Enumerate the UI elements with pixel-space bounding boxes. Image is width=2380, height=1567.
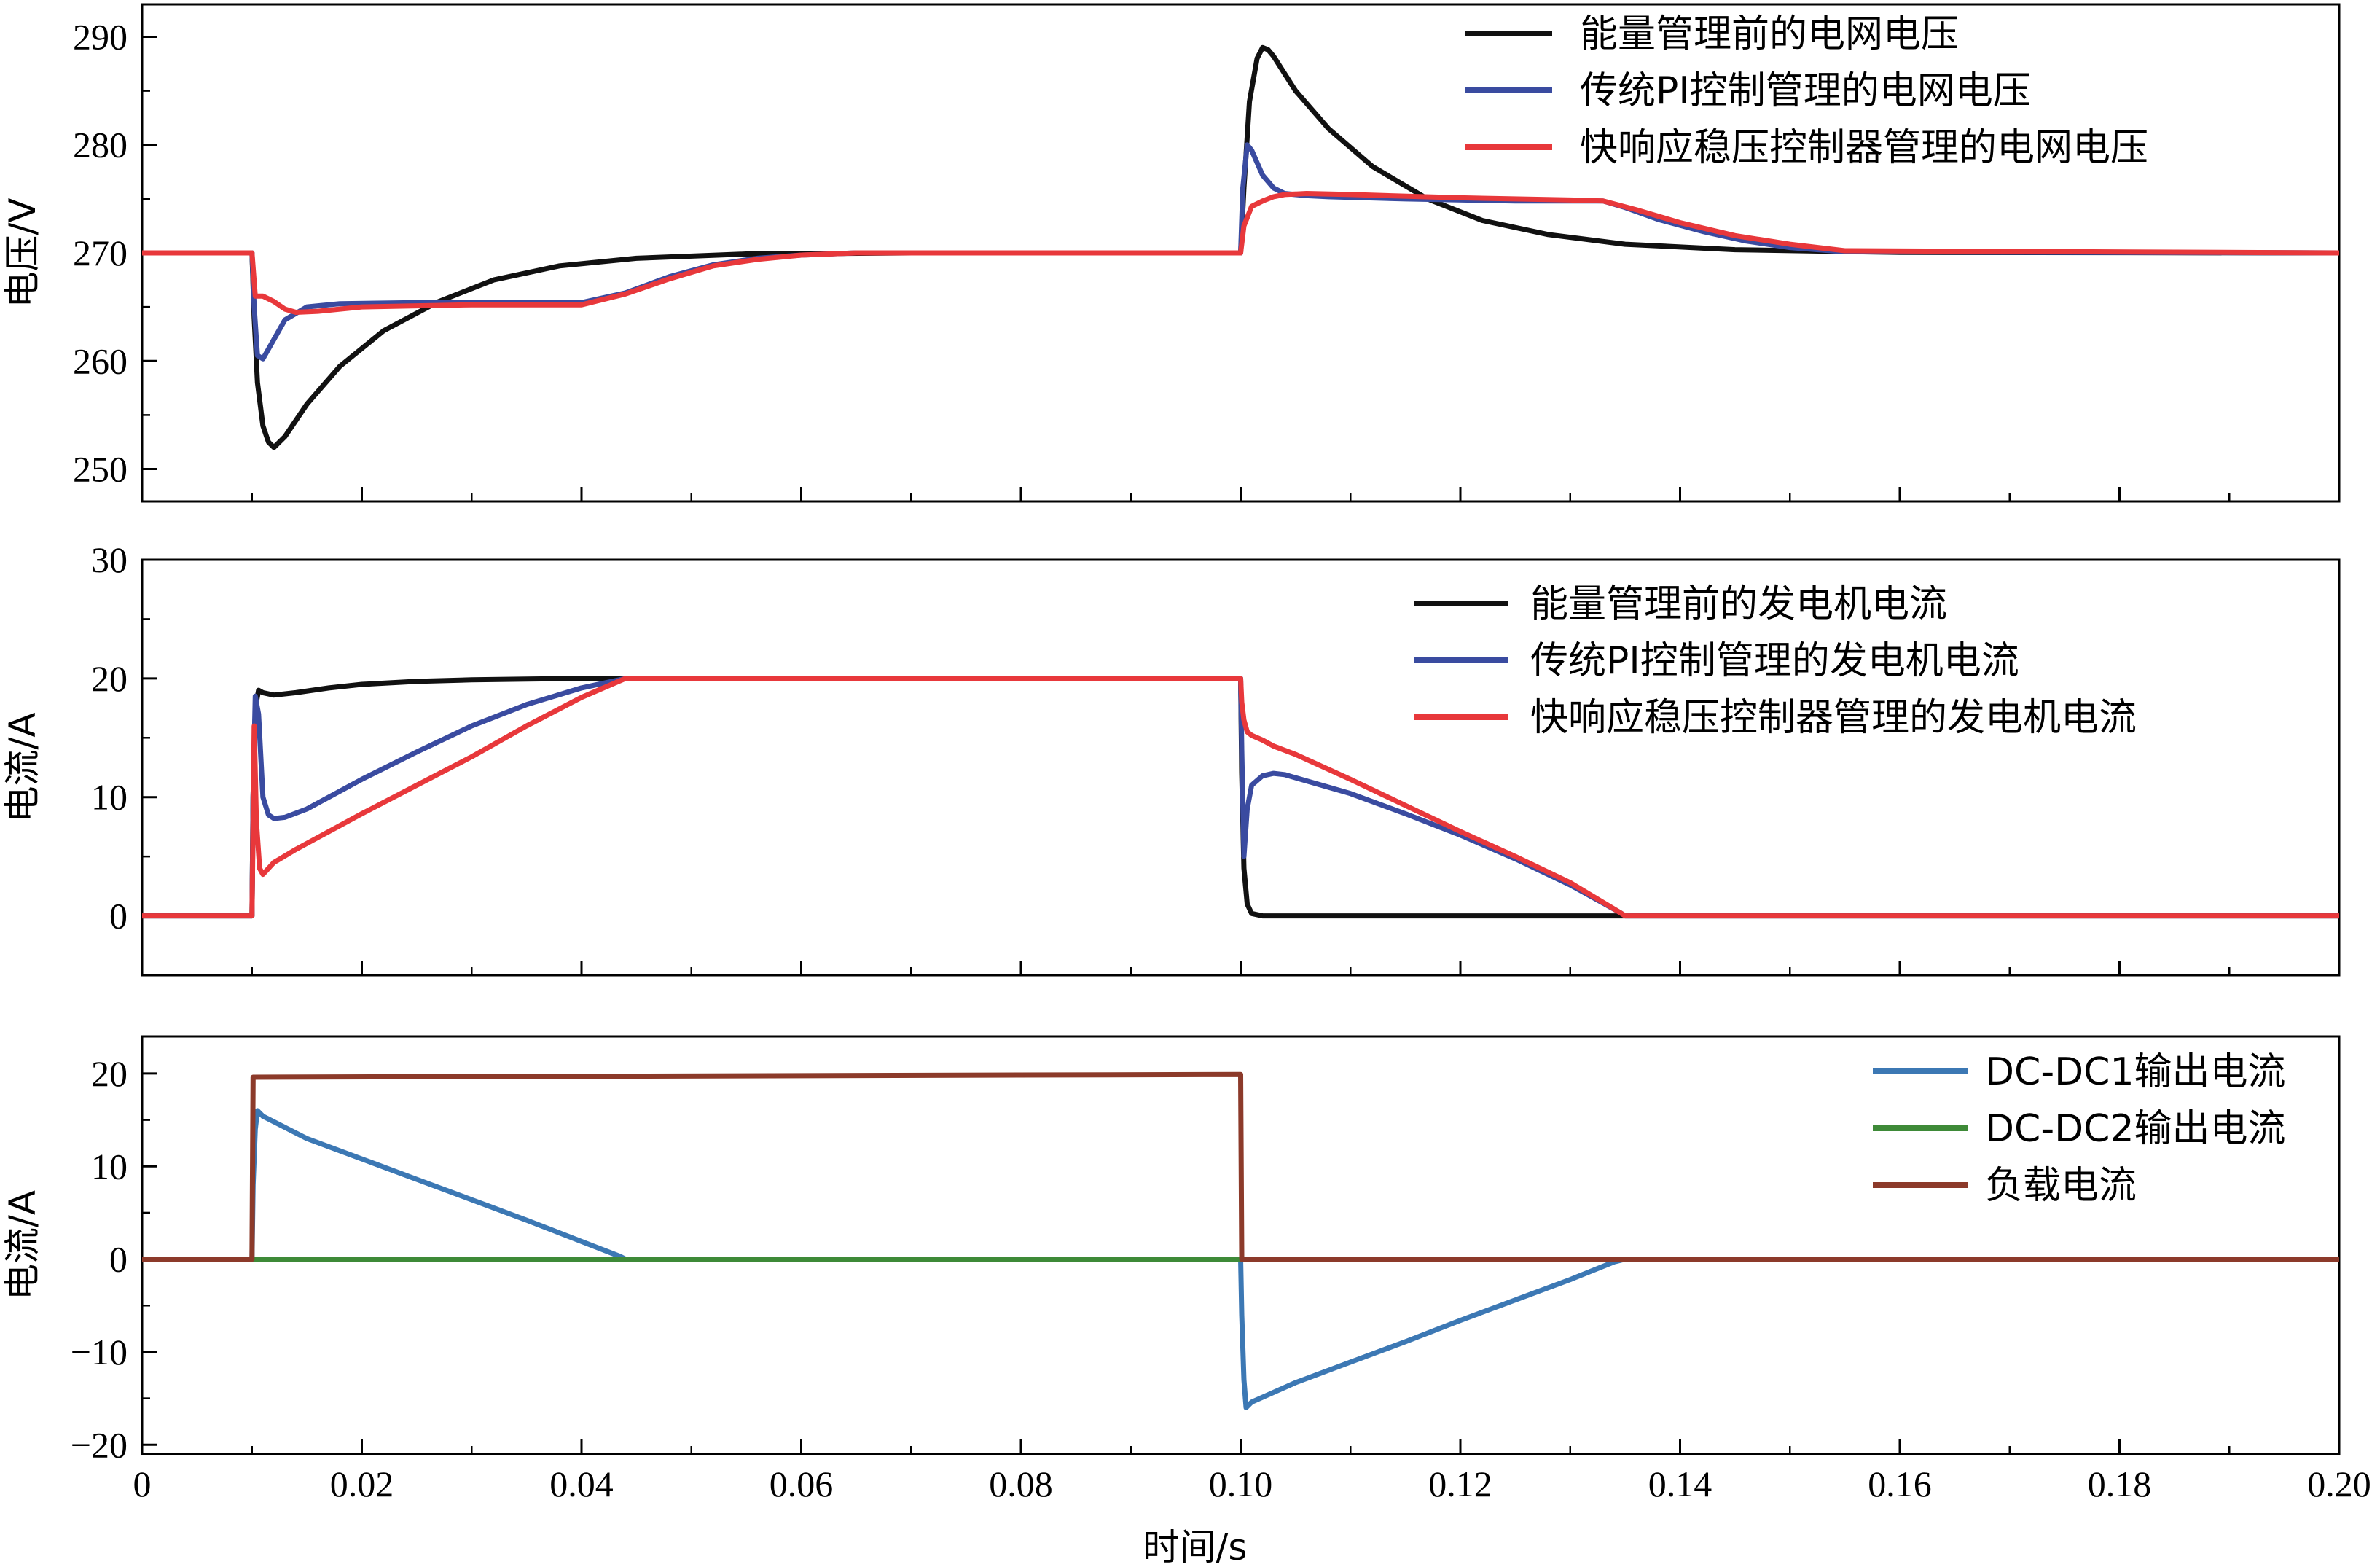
y-tick-label: −10 bbox=[71, 1332, 128, 1372]
x-tick-label: 0 bbox=[133, 1464, 152, 1504]
y-tick-label: 10 bbox=[91, 1146, 128, 1187]
y-axis-label: 电流/A bbox=[1, 1190, 44, 1300]
legend-label: DC-DC2输出电流 bbox=[1985, 1107, 2286, 1151]
x-tick-label: 0.04 bbox=[549, 1464, 614, 1504]
legend-label: 快响应稳压控制器管理的电网电压 bbox=[1580, 126, 2148, 170]
series-group bbox=[142, 1071, 2339, 1410]
voltage-panel: 250 260 270 280 290 电压/V 能量管理前的电网电压传统PI控制管理的电网… bbox=[1, 3, 2341, 503]
x-tick-label: 0.08 bbox=[989, 1464, 1053, 1504]
y-tick-label: −20 bbox=[71, 1424, 128, 1465]
y-tick-label: 0 bbox=[109, 1239, 128, 1280]
legend-label: 负载电流 bbox=[1985, 1164, 2137, 1208]
x-tick-label: 0.20 bbox=[2307, 1464, 2371, 1504]
x-tick-label: 0.14 bbox=[1648, 1464, 1712, 1504]
y-axis-label: 电压/V bbox=[1, 198, 44, 308]
legend-label: DC-DC1输出电流 bbox=[1985, 1050, 2286, 1094]
y-tick-label: 0 bbox=[109, 896, 128, 937]
y-tick-label: 250 bbox=[73, 449, 128, 490]
dcdc-current-panel: −20 −10 0 10 20 0 0.02 0.04 0.06 0.08 0.10 0.12 0.14… bbox=[1, 1035, 2371, 1504]
x-tick-label: 0.10 bbox=[1209, 1464, 1273, 1504]
series-group bbox=[142, 676, 2339, 919]
x-axis-label: 时间/s bbox=[1143, 1526, 1248, 1567]
x-tick-label: 0.02 bbox=[330, 1464, 394, 1504]
y-axis-label: 电流/A bbox=[1, 712, 44, 822]
y-tick-label: 270 bbox=[73, 232, 128, 273]
legend-label: 快响应稳压控制器管理的发电机电流 bbox=[1530, 696, 2137, 740]
legend-label: 能量管理前的电网电压 bbox=[1580, 12, 1959, 56]
y-tick-label: 30 bbox=[91, 539, 128, 580]
x-tick-label: 0.12 bbox=[1428, 1464, 1492, 1504]
x-tick-label: 0.06 bbox=[770, 1464, 834, 1504]
y-tick-label: 20 bbox=[91, 1053, 128, 1094]
series-group bbox=[142, 44, 2339, 450]
x-tick-label: 0.18 bbox=[2088, 1464, 2152, 1504]
series-line-3 bbox=[142, 676, 2339, 919]
y-tick-label: 20 bbox=[91, 658, 128, 699]
legend-label: 传统PI控制管理的发电机电流 bbox=[1530, 639, 2019, 683]
y-tick-label: 280 bbox=[73, 125, 128, 165]
series-line-3 bbox=[142, 191, 2339, 315]
legend-label: 能量管理前的发电机电流 bbox=[1530, 582, 1947, 626]
y-tick-label: 10 bbox=[91, 777, 128, 818]
series-line-3 bbox=[142, 1071, 2339, 1262]
y-tick-label: 260 bbox=[73, 340, 128, 381]
legend-label: 传统PI控制管理的电网电压 bbox=[1580, 69, 2031, 113]
generator-current-panel: 0 10 20 30 电流/A 能量管理前的发电机电流传统PI控制管理的发电机电流快响应稳… bbox=[1, 539, 2341, 977]
x-tick-label: 0.16 bbox=[1868, 1464, 1932, 1504]
y-tick-label: 290 bbox=[73, 16, 128, 57]
